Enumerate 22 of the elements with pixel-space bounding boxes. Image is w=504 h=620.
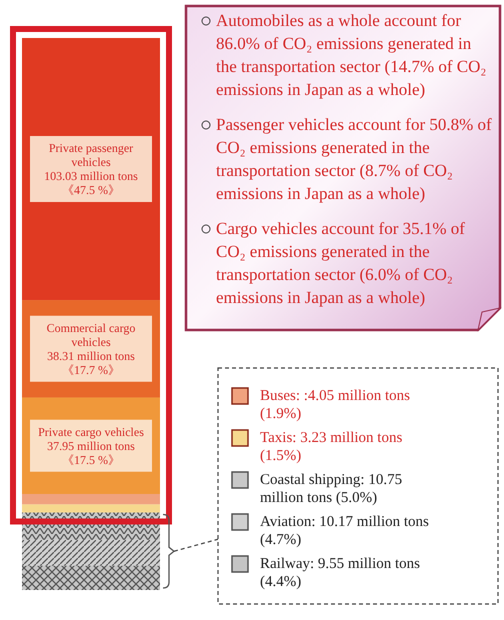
text: Coastal shipping: 10.75 — [260, 472, 402, 488]
text: Railway: 9.55 million tons — [260, 556, 420, 572]
text: million tons (5.0%) — [260, 490, 378, 506]
text: Buses: :4.05 million tons — [260, 388, 410, 404]
annotation: 《17.7 %》 — [62, 362, 120, 377]
text: (1.5%) — [260, 448, 302, 464]
text: Taxis: 3.23 million tons — [260, 430, 402, 446]
data-label: 37.95 million tons — [47, 438, 136, 453]
text: (1.9%) — [260, 406, 302, 422]
text: (4.4%) — [260, 574, 302, 590]
text: Aviation: 10.17 million tons — [260, 514, 429, 530]
series-label: Private cargo vehicles — [38, 424, 144, 439]
annotation: 《47.5 %》 — [62, 183, 120, 198]
series-label: Private passenger vehicles — [48, 141, 134, 170]
annotation: 《17.5 %》 — [62, 452, 120, 467]
text: Passenger vehicles account for 50.8% of CO₂ emissions generated in the transportation sector (8.7% of CO₂ emissions in Japan as a whole) — [216, 115, 492, 203]
data-label: 38.31 million tons — [47, 348, 136, 363]
text: Cargo vehicles account for 35.1% of CO₂ emissions generated in the transportation sector (6.0% of CO₂ emissions in Japan as a whole) — [216, 219, 466, 307]
text: (4.7%) — [260, 532, 302, 548]
data-label: 103.03 million tons — [44, 169, 138, 184]
text: Automobiles as a whole account for 86.0% of CO₂ emissions generated in the transportation sector (14.7% of CO₂ emissions in Japan as a whole) — [216, 11, 486, 99]
series-label: Commercial cargo vehicles — [46, 320, 136, 349]
